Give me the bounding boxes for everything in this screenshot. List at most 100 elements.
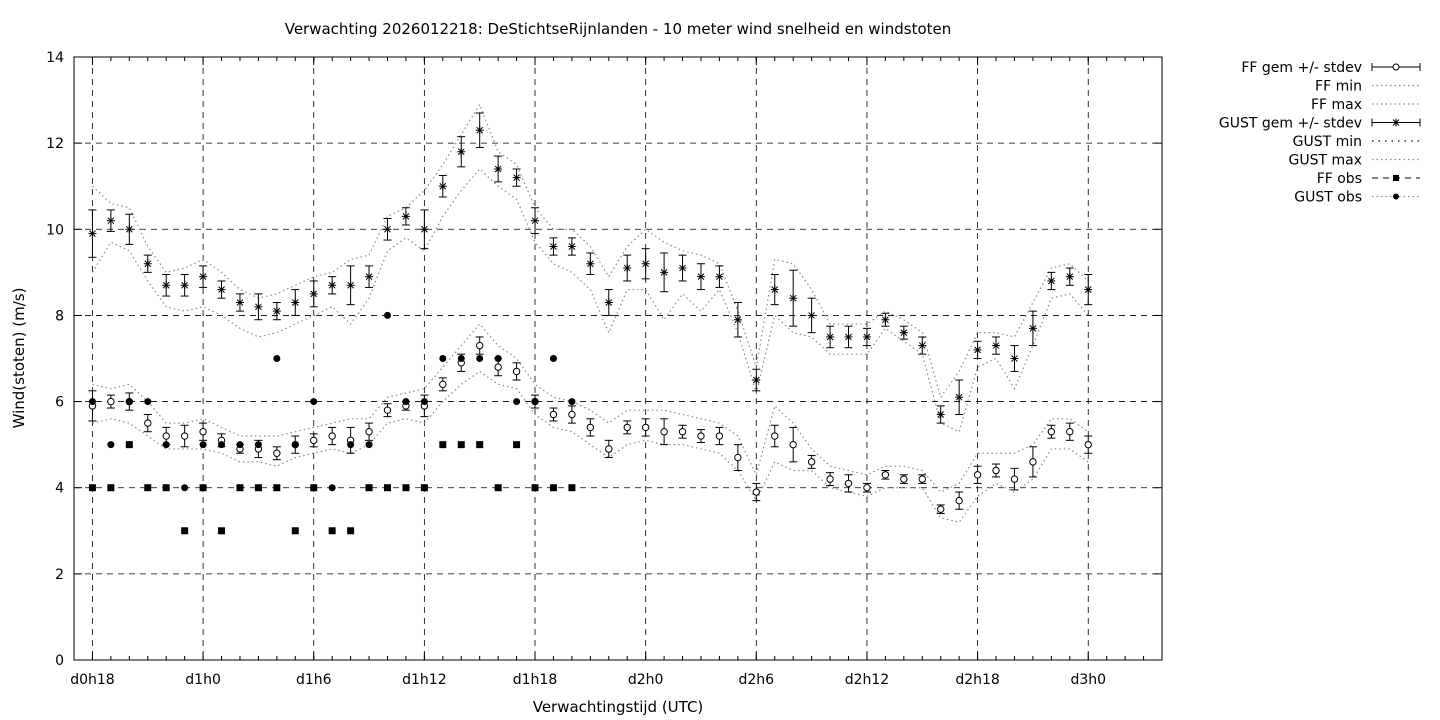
ff-obs-point [181, 527, 189, 535]
ff-mean-marker [144, 419, 152, 427]
gust-mean-point [881, 312, 890, 327]
gust-mean-point [383, 218, 392, 241]
gust-obs-point [549, 355, 557, 362]
ff-obs-point [439, 441, 447, 449]
ff-mean-point [1028, 446, 1037, 478]
ff-obs-point [476, 441, 484, 449]
gust-mean-marker [420, 225, 429, 234]
gust-mean-marker [623, 264, 632, 273]
x-tick-label: d1h12 [402, 672, 446, 688]
ff-obs-point [236, 484, 244, 492]
ff-mean-point [623, 420, 632, 435]
gust-mean-point [162, 274, 171, 297]
x-tick-label: d2h18 [955, 672, 999, 688]
y-tick-label: 8 [55, 308, 64, 324]
ff-obs-point [568, 484, 576, 492]
gust-mean-marker [475, 126, 484, 135]
ff-obs-point [420, 484, 428, 492]
gust-mean-point [678, 254, 687, 282]
ff-obs-point [549, 484, 557, 492]
gust-mean-marker [604, 298, 613, 307]
ff-obs-point [88, 484, 96, 492]
ff-mean-point [899, 474, 908, 484]
gust-mean-marker [1065, 272, 1074, 281]
ff-max-line [92, 323, 1089, 493]
legend-ff-gem-label: FF gem +/- stdev [1241, 60, 1362, 76]
legend-ff-max: FF max [1311, 97, 1420, 113]
ff-obs-point [125, 441, 133, 449]
gust-obs-point [476, 355, 484, 362]
gust-mean-marker [457, 147, 466, 156]
ff-mean-point [733, 444, 742, 471]
gust-mean-marker [531, 216, 540, 225]
ff-mean-point [1047, 424, 1056, 439]
ff-mean-point [88, 390, 97, 422]
gust-obs-point [162, 441, 170, 449]
ff-mean-marker [900, 475, 908, 483]
ff-obs-point [291, 527, 299, 535]
series-layer [88, 103, 1093, 535]
gust-mean-marker [567, 242, 576, 251]
gust-obs-point [310, 398, 318, 406]
legend-gust-obs: GUST obs [1294, 190, 1420, 206]
ff-mean-marker [678, 428, 687, 436]
gust-mean-marker [752, 376, 761, 385]
gust-mean-point [106, 209, 115, 232]
gust-mean-point [807, 297, 816, 334]
gust-mean-marker [328, 281, 337, 290]
gust-obs-point [236, 441, 244, 449]
ff-obs-point [162, 484, 170, 492]
ff-mean-point [199, 422, 208, 441]
ff-mean-marker [789, 440, 797, 449]
ff-obs-point [144, 484, 152, 492]
ff-obs-point [310, 484, 318, 492]
gust-mean-point [272, 302, 281, 321]
gust-mean-point [899, 325, 908, 340]
ff-mean-point [992, 463, 1001, 478]
gust-mean-marker [162, 281, 171, 290]
gust-mean-point [1065, 267, 1074, 286]
gust-mean-marker [844, 332, 853, 341]
gust-mean-point [420, 209, 429, 250]
ff-mean-point [770, 424, 779, 448]
legend-ff-obs: FF obs [1317, 171, 1420, 187]
legend-ff-max-label: FF max [1311, 97, 1362, 113]
gust-mean-point [567, 237, 576, 256]
gust-mean-point [1047, 271, 1056, 291]
gust-mean-marker [254, 302, 263, 311]
ff-mean-point [143, 413, 152, 433]
gust-mean-point [180, 274, 189, 297]
gust-max-line [92, 103, 1089, 399]
y-tick-label: 10 [46, 222, 64, 238]
ff-mean-marker [180, 432, 189, 440]
legend-ff-min-label: FF min [1315, 79, 1362, 95]
gust-mean-marker [125, 225, 134, 234]
gust-obs-point [383, 311, 391, 319]
gust-mean-marker [106, 216, 115, 225]
ff-obs-point [199, 484, 207, 492]
ff-mean-marker [365, 428, 373, 436]
x-axis-label: Verwachtingstijd (UTC) [533, 698, 704, 716]
ff-mean-marker [1084, 440, 1092, 449]
ff-mean-point [346, 426, 355, 454]
y-axis-label: Wind(stoten) (m/s) [10, 288, 28, 429]
plot-grid [74, 57, 1162, 660]
ff-mean-point [512, 362, 521, 381]
ff-obs-point [254, 484, 262, 492]
gust-mean-marker [770, 285, 779, 294]
gust-mean-point [438, 174, 447, 198]
ff-mean-point [789, 426, 798, 463]
ff-mean-marker [697, 432, 705, 440]
x-tick-label: d1h18 [513, 672, 557, 688]
gust-mean-point [217, 280, 226, 299]
ff-obs-point [107, 484, 115, 492]
ff-mean-point [383, 403, 392, 418]
legend-ff-obs-label: FF obs [1317, 171, 1362, 187]
gust-mean-marker [88, 229, 97, 238]
ff-obs-point [218, 527, 226, 535]
ff-mean-marker [826, 475, 834, 483]
ff-obs-point [494, 484, 502, 492]
legend-ff-min: FF min [1315, 79, 1420, 95]
gust-obs-point [144, 398, 152, 406]
gust-mean-marker [826, 332, 835, 341]
